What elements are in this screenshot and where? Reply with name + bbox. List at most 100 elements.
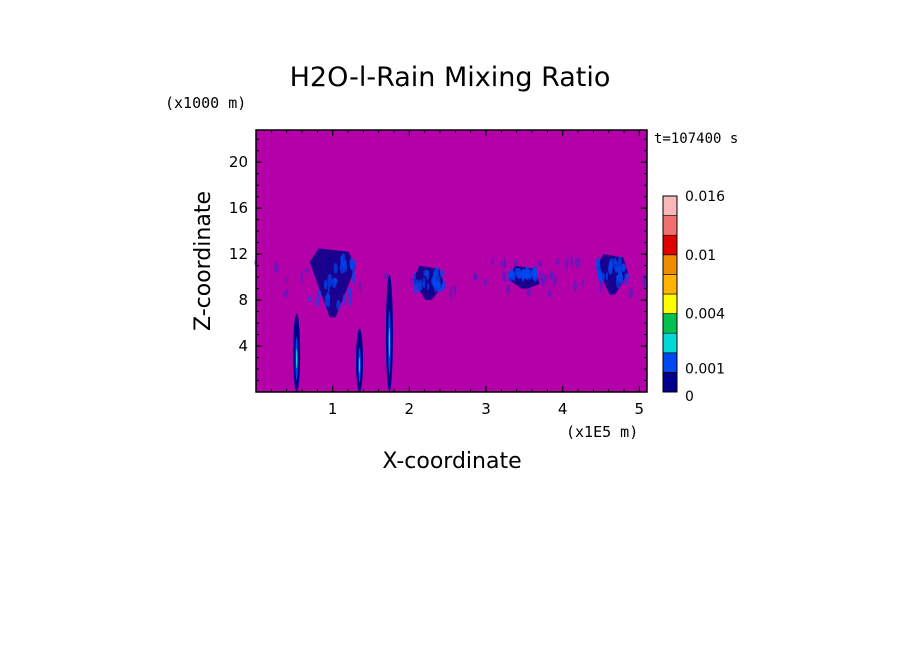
rain-speckle (410, 276, 413, 284)
x-tick-label: 4 (558, 400, 568, 418)
x-tick-label: 1 (328, 400, 338, 418)
rain-speckle (574, 257, 581, 269)
rain-speckle (483, 278, 488, 287)
cloud-speckle (605, 271, 609, 281)
colorbar-swatch (662, 195, 678, 216)
cloud-speckle (340, 255, 343, 264)
cloud-speckle (333, 262, 338, 275)
rain-speckle (301, 270, 304, 285)
cloud-speckle (601, 272, 605, 283)
cloud-speckle (437, 283, 442, 293)
rain-speckle (628, 288, 634, 299)
time-label: t=107400 s (654, 131, 738, 147)
rain-features (254, 248, 648, 392)
cloud-speckle (597, 271, 602, 281)
cloud-speckle (351, 266, 355, 274)
rain-speckle (540, 260, 543, 268)
rain-speckle (570, 254, 574, 268)
cloud-speckle (625, 278, 628, 285)
cloud-speckle (621, 263, 627, 273)
y-unit-label: (x1000 m) (165, 94, 246, 112)
colorbar-label: 0.004 (685, 307, 725, 323)
cloud-speckle (348, 293, 352, 307)
rain-speckle (473, 273, 479, 281)
rain-shaft-peak (358, 357, 361, 374)
rain-speckle (383, 272, 389, 280)
colorbar-swatch (662, 352, 678, 373)
cloud-speckle (336, 299, 341, 311)
colorbar-swatch (662, 274, 678, 295)
x-tick-label: 5 (635, 400, 645, 418)
colorbar-label: 0.016 (685, 189, 725, 205)
rain-speckle (286, 288, 289, 293)
y-tick-label: 12 (229, 245, 248, 263)
rain-speckle (582, 279, 585, 287)
y-axis-label: Z-coordinate (191, 191, 216, 331)
colorbar-swatch (662, 254, 678, 275)
colorbar-swatch (662, 215, 678, 236)
rain-speckle (539, 270, 543, 282)
cloud-speckle (522, 268, 527, 276)
colorbar-swatch (662, 293, 678, 314)
y-axis: 4 8 12 16 20 (229, 138, 647, 382)
cloud-speckle (316, 290, 322, 297)
rain-speckle (274, 262, 279, 274)
rain-speckle (506, 284, 511, 295)
cloud-speckle (413, 282, 416, 294)
cloud-speckle (616, 274, 620, 282)
rain-speckle (540, 278, 546, 287)
cloud-speckle (511, 272, 515, 280)
cloud-speckle (327, 273, 333, 288)
cloud-speckle (525, 267, 530, 280)
rain-speckle (502, 271, 507, 282)
cloud-speckle (519, 271, 523, 279)
rain-shaft-peak (296, 349, 298, 369)
cloud-speckle (332, 277, 337, 289)
colorbar-label: 0 (685, 389, 694, 405)
cloud-speckle (339, 261, 345, 274)
cloud-speckle (534, 267, 537, 278)
cloud-speckle (431, 276, 435, 286)
chart-title: H2O-l-Rain Mixing Ratio (290, 62, 611, 93)
plot-area (254, 129, 648, 393)
rain-speckle (565, 257, 568, 271)
cloud-speckle (347, 287, 352, 297)
cloud-speckle (439, 269, 445, 278)
cloud-speckle (595, 257, 600, 270)
cloud-speckle (441, 280, 446, 290)
x-tick-label: 2 (405, 400, 415, 418)
rain-speckle (548, 270, 554, 281)
colorbar-frame (662, 195, 678, 393)
colorbar-swatch (662, 372, 678, 393)
cloud-speckle (413, 272, 416, 284)
cloud-speckle (416, 281, 419, 295)
plot-frame (255, 129, 648, 393)
colorbar: 0 0.001 0.004 0.01 0.016 (662, 189, 725, 405)
y-tick-label: 4 (238, 337, 248, 355)
cloud-speckle (618, 269, 623, 282)
colorbar-label: 0.001 (685, 361, 725, 377)
rain-speckle (491, 259, 494, 265)
cloud-speckle (427, 283, 430, 290)
cloud-speckle (342, 293, 346, 306)
cloud-speckle (613, 257, 617, 265)
rain-speckle (543, 274, 549, 281)
cloud-speckle (434, 266, 439, 278)
y-tick-label: 8 (238, 291, 248, 309)
cloud-speckle (349, 257, 353, 270)
x-axis-label: X-coordinate (382, 449, 521, 474)
colorbar-swatch (662, 234, 678, 256)
cloud-speckle (325, 292, 330, 301)
rain-speckle (453, 285, 457, 296)
cloud-speckle (423, 269, 428, 276)
rain-speckle (526, 288, 532, 297)
rain-speckle (449, 286, 453, 300)
x-axis: 1 2 3 4 5 (270, 130, 645, 418)
colorbar-swatch (662, 332, 678, 354)
rain-speckle (500, 261, 507, 268)
rain-speckle (573, 280, 578, 292)
cloud-speckle (327, 286, 330, 293)
rain-speckle (358, 281, 362, 292)
y-tick-label: 16 (229, 199, 248, 217)
